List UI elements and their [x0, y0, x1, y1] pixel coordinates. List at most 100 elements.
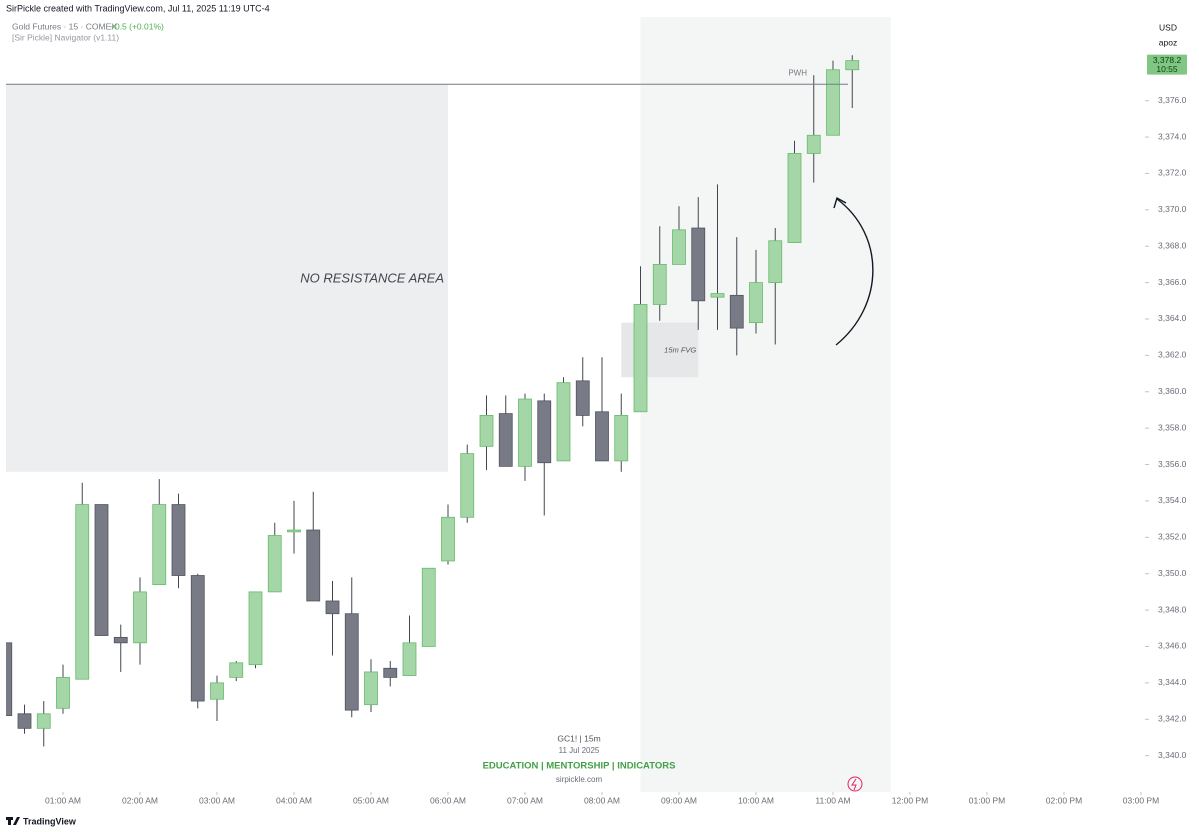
y-tick-label: 3,368.0 [1158, 240, 1187, 250]
candle-body [479, 415, 494, 447]
arrow-head [833, 196, 847, 209]
y-tick-label: 3,374.0 [1158, 131, 1187, 141]
countdown: 10:55 [1156, 64, 1178, 74]
y-tick-label: 3,370.0 [1158, 204, 1187, 214]
y-tick-label: 3,372.0 [1158, 168, 1187, 178]
candle-body [633, 304, 648, 413]
candle-body [729, 294, 744, 329]
symbol: Gold Futures · 15 · COMEX [12, 21, 117, 31]
candle-body [614, 415, 629, 462]
candle-body [325, 600, 340, 615]
candle-body [518, 398, 532, 467]
y-tick-label: 3,352.0 [1158, 532, 1187, 542]
y-tick-label: 3,346.0 [1158, 641, 1187, 651]
scale-mode: apoz [1159, 37, 1177, 47]
brand: TradingView [23, 816, 77, 826]
candle-body [75, 504, 90, 680]
level-label: PWH [788, 68, 807, 77]
y-tick-label: 3,362.0 [1158, 350, 1187, 360]
watermark: sirpickle.com [556, 775, 603, 784]
x-tick-label: 02:00 PM [1046, 795, 1082, 805]
currency: USD [1159, 22, 1177, 32]
alert-bolt [851, 778, 857, 791]
candle-body [652, 264, 667, 305]
candle-body [210, 682, 224, 700]
candle-body [460, 453, 475, 518]
zone-label: NO RESISTANCE AREA [300, 270, 444, 285]
y-tick-label: 3,340.0 [1158, 750, 1187, 760]
y-tick-label: 3,364.0 [1158, 313, 1187, 323]
candle-body [364, 671, 378, 706]
candle-body [537, 400, 552, 464]
candle-body [171, 504, 186, 576]
candle-body [383, 667, 398, 678]
session-shade [640, 17, 891, 792]
candle-body [749, 282, 763, 324]
candle-body [94, 504, 109, 636]
watermark: EDUCATION | MENTORSHIP | INDICATORS [483, 761, 676, 772]
zones-layer [6, 17, 891, 792]
credit: SirPickle created with TradingView.com, … [6, 3, 270, 13]
candle-body [672, 229, 686, 265]
last-price-tag [1147, 54, 1187, 75]
y-tick-label: 3,342.0 [1158, 713, 1187, 723]
y-tick-label: 3,376.0 [1158, 95, 1187, 105]
candle-body [287, 529, 301, 533]
candle-body [306, 529, 321, 602]
zone [6, 84, 448, 472]
indicator: [Sir Pickle] Navigator (v1.11) [12, 32, 119, 42]
last-price-label: 3,378.2 [1153, 55, 1182, 65]
candle-body [113, 636, 128, 644]
x-tick-label: 10:00 AM [738, 795, 774, 805]
x-tick-label: 03:00 PM [1123, 795, 1159, 805]
x-tick-label: 04:00 AM [276, 795, 312, 805]
arrow [835, 198, 874, 346]
watermark: 11 Jul 2025 [559, 746, 600, 755]
candle-body [36, 713, 51, 729]
x-tick-label: 05:00 AM [353, 795, 389, 805]
candle-body [575, 380, 590, 416]
x-tick-label: 02:00 AM [122, 795, 158, 805]
y-tick-label: 3,366.0 [1158, 277, 1187, 287]
watermark: GC1! | 15m [557, 733, 600, 743]
candle-body [56, 676, 70, 709]
candle-body [556, 382, 571, 462]
x-tick-label: 01:00 PM [969, 795, 1005, 805]
y-tick-label: 3,344.0 [1158, 677, 1187, 687]
candle-body [826, 69, 840, 136]
tv-logo [6, 817, 20, 825]
x-tick-label: 12:00 PM [892, 795, 928, 805]
candle-body [787, 153, 802, 243]
y-tick-label: 3,360.0 [1158, 386, 1187, 396]
y-tick-label: 3,350.0 [1158, 568, 1187, 578]
alert-icon[interactable] [847, 776, 863, 792]
candle-body [229, 662, 244, 678]
candles-layer [6, 55, 860, 747]
x-tick-label: 11:00 AM [815, 795, 850, 805]
x-tick-label: 09:00 AM [661, 795, 697, 805]
candle-body [845, 60, 860, 71]
candle-body [768, 240, 783, 284]
candle-body [152, 504, 167, 586]
x-tick-label: 08:00 AM [584, 795, 620, 805]
zone-label: 15m FVG [664, 345, 696, 354]
y-tick-label: 3,348.0 [1158, 604, 1187, 614]
x-tick-label: 06:00 AM [430, 795, 466, 805]
candle-body [133, 591, 147, 644]
candle-body [498, 413, 513, 467]
candle-body [17, 713, 32, 729]
candle-body [344, 613, 359, 711]
y-tick-label: 3,354.0 [1158, 495, 1187, 505]
candle-body [190, 575, 205, 702]
candle-body [6, 642, 13, 716]
x-tick-label: 07:00 AM [507, 795, 543, 805]
overlay-layer: NO RESISTANCE AREA 15m FVG PWH 3,340.0 3,342… [6, 54, 1187, 805]
candle-body [402, 642, 417, 676]
x-tick-label: 03:00 AM [199, 795, 235, 805]
y-tick-label: 3,356.0 [1158, 459, 1187, 469]
candle-body [710, 293, 725, 298]
candle-body [595, 411, 609, 462]
change: +0.5 (+0.01%) [110, 21, 164, 31]
